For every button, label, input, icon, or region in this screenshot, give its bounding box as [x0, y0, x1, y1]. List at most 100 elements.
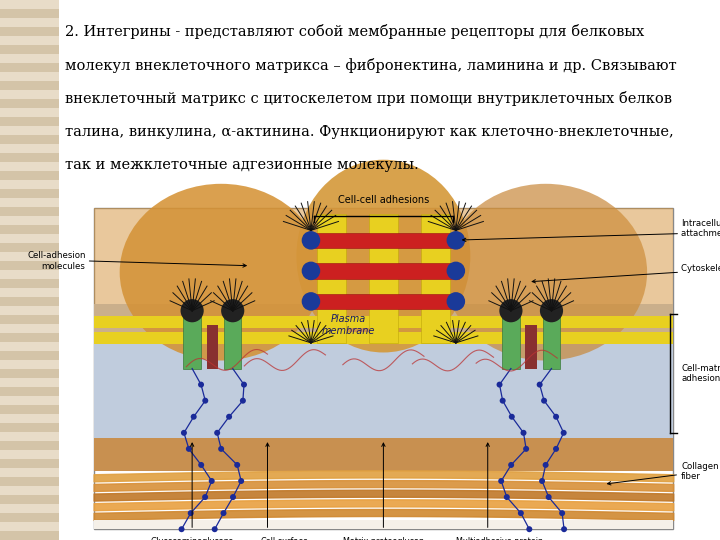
Circle shape — [498, 478, 504, 484]
Bar — [0, 486, 59, 495]
Circle shape — [218, 446, 224, 452]
Bar — [0, 72, 59, 81]
Text: Cell-matrix
adhesions: Cell-matrix adhesions — [681, 363, 720, 383]
Bar — [0, 117, 59, 126]
Bar — [0, 234, 59, 243]
Circle shape — [518, 510, 524, 516]
Bar — [0, 0, 59, 9]
Bar — [0, 36, 59, 45]
Bar — [0, 396, 59, 405]
Circle shape — [508, 462, 514, 468]
Bar — [0, 522, 59, 531]
Bar — [94, 437, 673, 471]
Bar — [308, 294, 459, 309]
Circle shape — [500, 397, 505, 404]
Circle shape — [446, 231, 465, 249]
Bar — [0, 270, 59, 279]
Text: молекул внеклеточного матрикса – фибронектина, ламинина и др. Связывают: молекул внеклеточного матрикса – фиброне… — [65, 58, 676, 73]
Bar — [0, 297, 59, 306]
Bar — [0, 306, 59, 315]
Bar — [0, 315, 59, 324]
Circle shape — [230, 494, 236, 500]
Bar — [0, 63, 59, 72]
Bar — [0, 531, 59, 540]
Bar — [0, 450, 59, 459]
Bar — [308, 263, 459, 279]
Circle shape — [543, 462, 549, 468]
Bar — [0, 9, 59, 18]
Bar — [0, 108, 59, 117]
Circle shape — [446, 292, 465, 310]
Bar — [0, 216, 59, 225]
Bar — [0, 504, 59, 513]
Circle shape — [523, 446, 529, 452]
Bar — [0, 99, 59, 108]
Circle shape — [240, 397, 246, 404]
Bar — [0, 360, 59, 369]
Circle shape — [181, 430, 187, 436]
Ellipse shape — [120, 184, 323, 361]
Circle shape — [179, 526, 184, 532]
Bar — [0, 333, 59, 342]
Text: 2. Интегрины - представляют собой мембранные рецепторы для белковых: 2. Интегрины - представляют собой мембра… — [65, 24, 644, 39]
Bar — [0, 54, 59, 63]
Circle shape — [546, 494, 552, 500]
Bar — [526, 325, 537, 368]
Circle shape — [198, 382, 204, 388]
Text: внеклеточный матрикс с цитоскелетом при помощи внутриклеточных белков: внеклеточный матрикс с цитоскелетом при … — [65, 91, 672, 106]
Bar — [0, 459, 59, 468]
Bar — [0, 225, 59, 234]
Ellipse shape — [444, 184, 647, 361]
Circle shape — [198, 462, 204, 468]
Bar — [0, 171, 59, 180]
Bar — [543, 314, 560, 368]
Bar — [308, 233, 459, 248]
Bar — [94, 332, 673, 345]
Circle shape — [561, 526, 567, 532]
Text: Collagen
fiber: Collagen fiber — [681, 462, 719, 481]
Bar — [0, 324, 59, 333]
Bar — [0, 189, 59, 198]
Circle shape — [212, 526, 217, 532]
Bar — [0, 414, 59, 423]
Bar — [0, 351, 59, 360]
Bar — [0, 405, 59, 414]
Bar — [0, 135, 59, 144]
Circle shape — [214, 430, 220, 436]
Circle shape — [302, 292, 320, 310]
Circle shape — [500, 299, 523, 322]
Circle shape — [302, 231, 320, 249]
Ellipse shape — [297, 160, 470, 353]
Circle shape — [241, 382, 247, 388]
Circle shape — [191, 414, 197, 420]
Circle shape — [509, 414, 515, 420]
Text: талина, винкулина, α-актинина. Функционируют как клеточно-внеклеточные,: талина, винкулина, α-актинина. Функциони… — [65, 125, 673, 139]
Bar — [0, 369, 59, 378]
Bar — [0, 81, 59, 90]
Bar — [0, 342, 59, 351]
Circle shape — [446, 261, 465, 280]
Circle shape — [238, 478, 244, 484]
Circle shape — [202, 494, 208, 500]
Bar — [0, 252, 59, 261]
Circle shape — [521, 430, 526, 436]
Bar — [0, 180, 59, 189]
Bar — [0, 387, 59, 396]
Circle shape — [202, 397, 208, 404]
Bar — [94, 208, 673, 529]
Circle shape — [220, 510, 227, 516]
Circle shape — [553, 414, 559, 420]
Circle shape — [234, 462, 240, 468]
Bar — [94, 315, 673, 328]
Circle shape — [209, 478, 215, 484]
Text: Cytoskeletal proteins: Cytoskeletal proteins — [681, 265, 720, 273]
Bar — [503, 314, 520, 368]
Circle shape — [221, 299, 244, 322]
Bar — [0, 243, 59, 252]
Bar — [0, 45, 59, 54]
Bar — [0, 468, 59, 477]
Circle shape — [541, 397, 547, 404]
Circle shape — [539, 478, 545, 484]
Bar — [184, 314, 201, 368]
Bar — [94, 519, 673, 529]
